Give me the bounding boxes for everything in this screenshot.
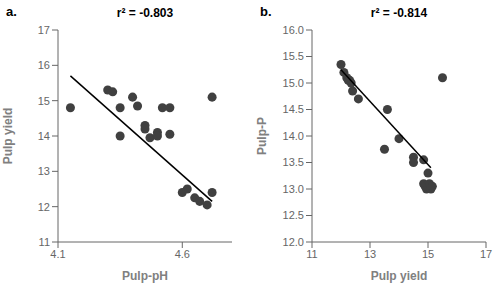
svg-text:12: 12: [38, 201, 50, 213]
svg-text:12.5: 12.5: [283, 209, 304, 221]
svg-text:13: 13: [364, 248, 376, 260]
svg-text:16: 16: [38, 59, 50, 71]
svg-text:17: 17: [38, 24, 50, 36]
svg-text:11: 11: [306, 248, 317, 260]
svg-text:14.5: 14.5: [283, 103, 304, 115]
svg-text:4.6: 4.6: [175, 248, 190, 260]
svg-text:Pulp yield: Pulp yield: [8, 108, 15, 165]
svg-text:4.1: 4.1: [50, 248, 65, 260]
svg-text:15.0: 15.0: [283, 77, 304, 89]
svg-text:15: 15: [38, 95, 50, 107]
html-text:r² = -0.803: r² = -0.803: [116, 6, 174, 20]
svg-text:15: 15: [422, 248, 434, 260]
svg-text:11: 11: [39, 236, 50, 248]
svg-text:14.0: 14.0: [283, 130, 304, 142]
html-text:a.: a.: [6, 4, 17, 19]
svg-text:Pulp-P: Pulp-P: [255, 117, 269, 155]
svg-text:13: 13: [38, 165, 50, 177]
svg-text:Pulp yield: Pulp yield: [371, 269, 428, 283]
svg-text:13.5: 13.5: [283, 156, 304, 168]
svg-text:16.0: 16.0: [283, 24, 304, 36]
svg-text:15.5: 15.5: [283, 50, 304, 62]
svg-text:12.0: 12.0: [283, 236, 304, 248]
html-text:b.: b.: [260, 4, 272, 19]
svg-text:17: 17: [480, 248, 492, 260]
svg-text:14: 14: [38, 130, 50, 142]
svg-text:Pulp-pH: Pulp-pH: [122, 269, 168, 283]
svg-text:13.0: 13.0: [283, 183, 304, 195]
html-text:r² = -0.814: r² = -0.814: [370, 6, 428, 20]
